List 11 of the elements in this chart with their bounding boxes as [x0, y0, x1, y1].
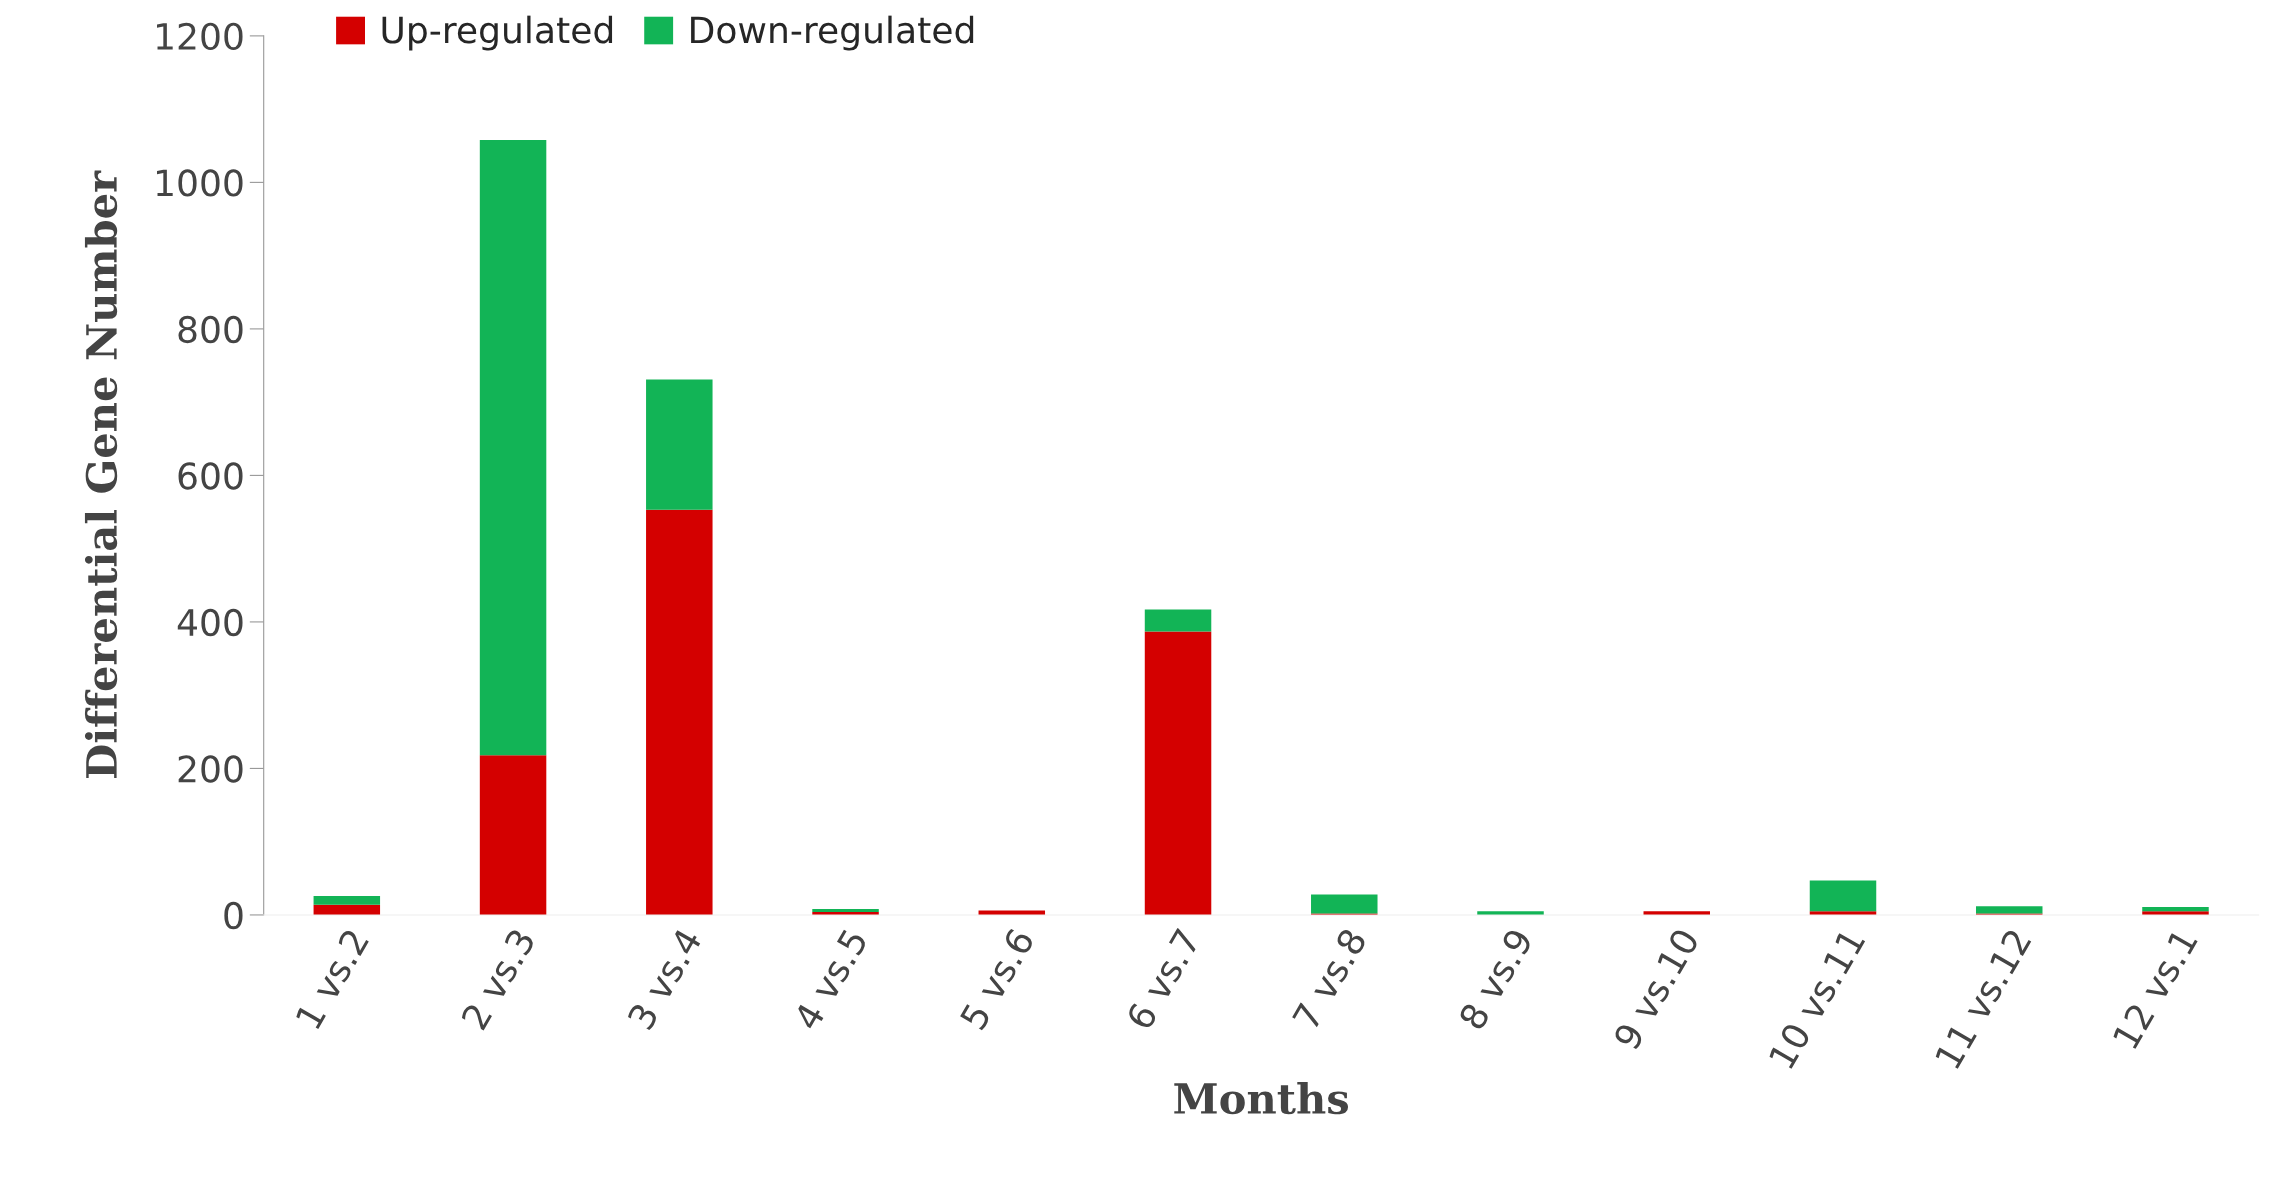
y-tick-label: 1000 — [157, 169, 243, 197]
x-axis-title: Months — [1174, 1081, 1349, 1115]
legend-label: Down-regulated — [691, 15, 974, 51]
y-tick-label: 400 — [177, 608, 243, 637]
legend-label: Up-regulated — [382, 15, 613, 51]
y-tick-label: 800 — [178, 315, 243, 344]
y-axis-title: Differential Gene Number — [84, 170, 118, 778]
y-tick-label: 1200 — [157, 22, 243, 51]
y-tick-label: 0 — [224, 901, 243, 930]
y-tick-label: 200 — [178, 755, 243, 783]
y-tick-label: 600 — [178, 462, 243, 490]
